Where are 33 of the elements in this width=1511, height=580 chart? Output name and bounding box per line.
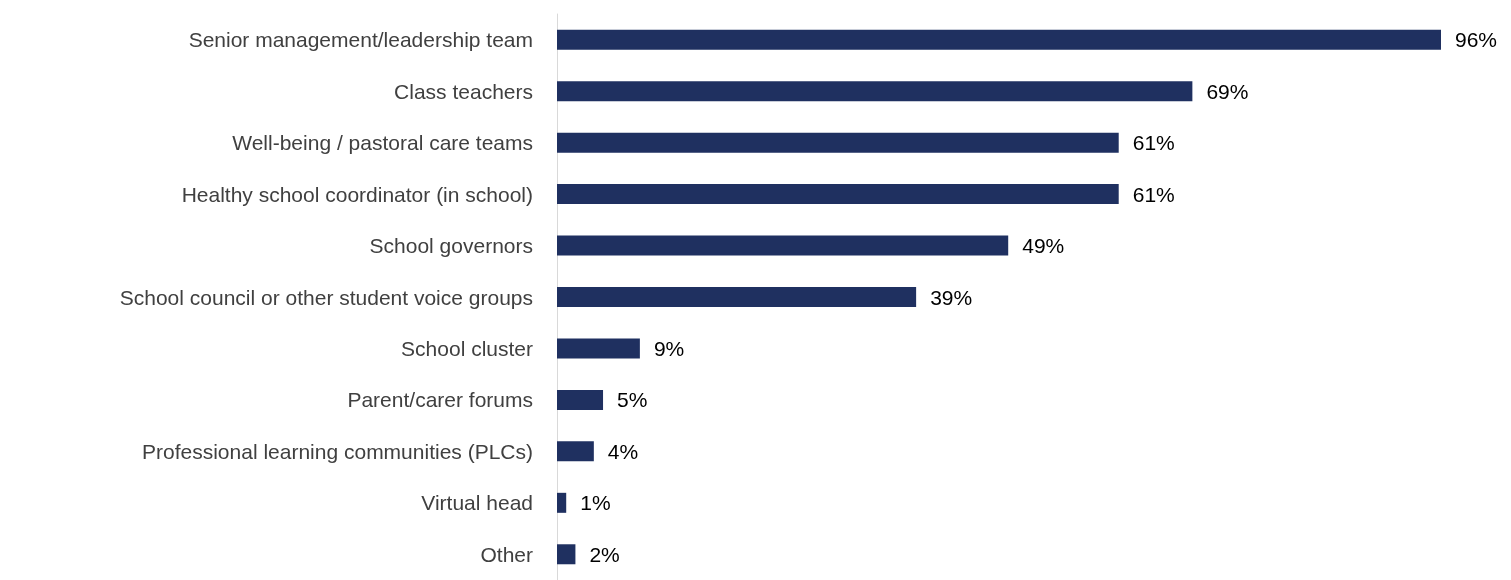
data-label: 69% [1206,79,1249,103]
data-label: 9% [653,336,685,360]
bar [557,81,1193,102]
bar [557,287,917,307]
data-label: 61% [1132,131,1175,155]
data-label: 5% [617,388,648,412]
data-label: 49% [1022,234,1065,258]
data-label: 2% [589,542,620,566]
bar [557,235,1009,256]
bar [557,132,1119,153]
y-tick-label: Other [480,542,533,566]
data-label: 4% [607,439,639,463]
y-tick-label: Healthy school coordinator (in school) [181,182,533,206]
bar [557,29,1441,50]
bar [557,544,576,565]
bar [557,338,640,359]
bar [557,492,567,513]
data-label: 96% [1455,28,1498,52]
data-label: 1% [580,491,611,515]
bar [557,389,604,410]
y-tick-label: School cluster [401,336,533,360]
data-label: 61% [1132,182,1175,206]
bar [557,441,594,462]
y-tick-label: Senior management/leadership team [188,28,533,52]
y-tick-label: School council or other student voice groups [119,285,533,309]
y-tick-label: Well-being / pastoral care teams [232,131,533,155]
y-tick-label: School governors [369,234,533,258]
y-tick-label: Parent/carer forums [347,388,533,412]
data-label: 39% [930,285,973,309]
y-tick-label: Virtual head [421,491,533,515]
bar [557,184,1119,205]
y-tick-label: Class teachers [394,79,533,103]
y-tick-label: Professional learning communities (PLCs) [142,439,533,463]
